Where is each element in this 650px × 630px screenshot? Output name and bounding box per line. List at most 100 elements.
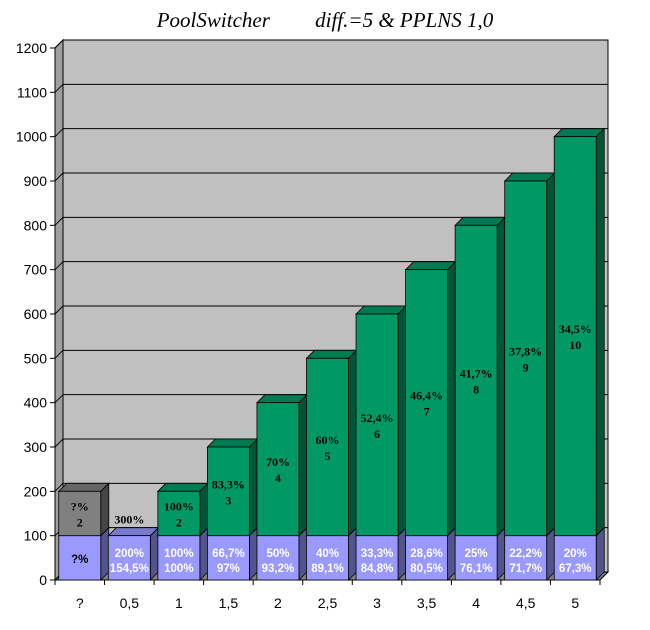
y-tick-label: 500 bbox=[24, 350, 48, 366]
bar-bottom-label: 50% bbox=[266, 548, 289, 560]
bar-top bbox=[553, 136, 597, 537]
bar-bottom-label: 67,3% bbox=[559, 563, 592, 575]
bar-bottom-side bbox=[546, 526, 556, 581]
bar-top-label: 60% bbox=[316, 433, 340, 447]
bar-top-top bbox=[553, 128, 606, 138]
gridline-side bbox=[54, 349, 64, 359]
x-tick-label: 3 bbox=[373, 595, 381, 611]
bar-top-side bbox=[397, 305, 407, 537]
bar-bottom bbox=[256, 535, 300, 581]
bar-top-side bbox=[546, 172, 556, 537]
x-tick-label: 4,5 bbox=[516, 595, 536, 611]
bar-top-side bbox=[595, 127, 605, 537]
bar-bottom-label: 89,1% bbox=[311, 563, 344, 575]
x-tick-label: ? bbox=[76, 595, 84, 611]
gridline-side bbox=[54, 216, 64, 226]
x-tick-label: 2,5 bbox=[318, 595, 338, 611]
bar-top-label: 34,5% bbox=[559, 322, 592, 336]
bar-top-label: 10 bbox=[569, 338, 581, 352]
gridline-side bbox=[54, 172, 64, 182]
bar-top-label: 46,4% bbox=[410, 389, 443, 403]
bar-top-label: 52,4% bbox=[361, 411, 394, 425]
y-tick-label: 900 bbox=[24, 173, 48, 189]
bar-top bbox=[306, 357, 349, 537]
bar-top-label: 41,7% bbox=[460, 367, 493, 381]
bar-bottom-side bbox=[149, 526, 159, 581]
bar-bottom-label: 80,5% bbox=[410, 563, 443, 575]
bar-bottom-label: 20% bbox=[564, 548, 587, 560]
bar-top-top bbox=[503, 172, 556, 182]
bar-bottom-side bbox=[496, 526, 506, 581]
bar-bottom bbox=[454, 535, 498, 581]
bar-top-label: 37,8% bbox=[509, 344, 542, 358]
bar-top-top bbox=[355, 305, 408, 315]
bar-top-label: 4 bbox=[275, 471, 281, 485]
bar-bottom-label: 154,5% bbox=[110, 563, 149, 575]
bar-top bbox=[207, 446, 250, 537]
y-tick-label: 800 bbox=[24, 217, 48, 233]
bar-top-top bbox=[255, 394, 308, 404]
x-tick-label: 5 bbox=[571, 595, 579, 611]
bar-bottom-label: 100% bbox=[164, 563, 193, 575]
bar-top bbox=[355, 313, 399, 537]
bar-top-label: ?% bbox=[71, 500, 89, 514]
bar-top-top bbox=[305, 349, 358, 359]
bar-top-label: 2 bbox=[176, 516, 182, 530]
bar-bottom-side bbox=[298, 526, 308, 581]
gridline-side bbox=[54, 83, 64, 93]
y-tick-label: 200 bbox=[24, 483, 48, 499]
x-tick-label: 0,5 bbox=[120, 595, 140, 611]
chart-title: PoolSwitcher diff.=5 & PPLNS 1,0 bbox=[0, 8, 650, 33]
bar-bottom-side bbox=[100, 526, 110, 581]
bar-bottom bbox=[355, 535, 399, 581]
bar-bottom-label: 40% bbox=[316, 548, 339, 560]
x-tick-label: 1,5 bbox=[219, 595, 239, 611]
bar-top-label: 83,3% bbox=[212, 477, 245, 491]
bar-bottom bbox=[405, 535, 448, 581]
bar-top-top bbox=[57, 482, 110, 492]
bar-top-side bbox=[199, 482, 209, 537]
chart-title-right: diff.=5 & PPLNS 1,0 bbox=[315, 8, 494, 32]
gridline-side bbox=[54, 438, 64, 448]
gridline-side bbox=[54, 39, 64, 49]
bar-bottom-side bbox=[348, 526, 357, 581]
y-tick-label: 1100 bbox=[17, 84, 47, 100]
bar-bottom-label: 28,6% bbox=[410, 548, 443, 560]
bar-bottom-side bbox=[447, 526, 456, 581]
bar-top-top bbox=[156, 482, 209, 492]
x-tick-label: 2 bbox=[274, 595, 282, 611]
bar-bottom-side bbox=[249, 526, 258, 581]
bar-top-label: 100% bbox=[164, 500, 194, 514]
bar-top-label: 3 bbox=[225, 493, 231, 507]
bar-bottom-label: 22,2% bbox=[509, 548, 542, 560]
bar-bottom bbox=[58, 535, 102, 581]
extra-bar-label: 300% bbox=[114, 513, 144, 527]
bar-bottom-label: 100% bbox=[164, 548, 193, 560]
bar-top-label: 8 bbox=[473, 383, 479, 397]
bar-bottom-top bbox=[107, 527, 160, 537]
bar-bottom-label: 71,7% bbox=[509, 563, 542, 575]
bar-top bbox=[256, 402, 300, 537]
x-tick-label: 4 bbox=[472, 595, 480, 611]
gridline-side bbox=[54, 261, 64, 271]
bar-top-label: 2 bbox=[77, 516, 83, 530]
bar-top bbox=[58, 490, 102, 537]
bar-top-label: 9 bbox=[523, 360, 529, 374]
gridline-side bbox=[54, 128, 64, 138]
bar-bottom-label: 200% bbox=[115, 548, 144, 560]
bar-bottom-label: 97% bbox=[217, 563, 240, 575]
bar-bottom-label: 93,2% bbox=[262, 563, 295, 575]
y-tick-label: 600 bbox=[24, 306, 48, 322]
bar-top-top bbox=[206, 438, 259, 448]
bar-top-side bbox=[496, 216, 506, 537]
bar-top-side bbox=[100, 482, 110, 537]
x-tick-label: 1 bbox=[175, 595, 183, 611]
bar-bottom bbox=[107, 535, 151, 581]
y-tick-label: 300 bbox=[24, 439, 48, 455]
bar-top-label: 5 bbox=[325, 449, 331, 463]
y-tick-label: 400 bbox=[24, 395, 48, 411]
bar-bottom-label: 25% bbox=[465, 548, 488, 560]
bar-bottom-label: 66,7% bbox=[212, 548, 245, 560]
bar-bottom bbox=[207, 535, 250, 581]
